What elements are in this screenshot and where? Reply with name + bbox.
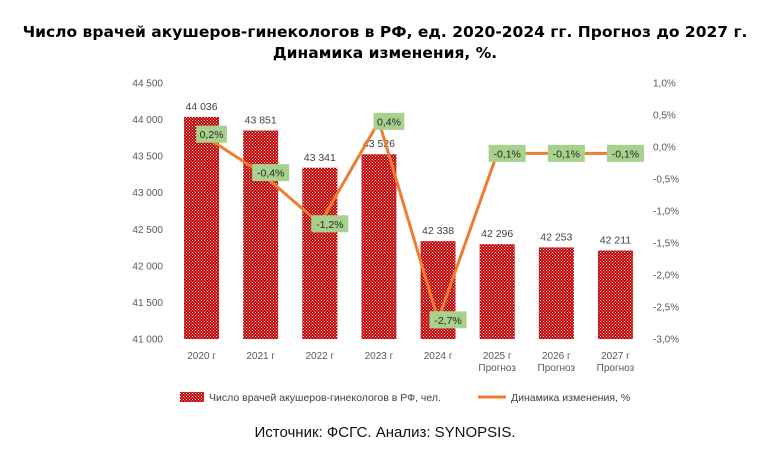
left-tick-label: 43 500 bbox=[132, 152, 163, 163]
line-value-label: 0,4% bbox=[373, 112, 405, 130]
left-tick-label: 44 000 bbox=[132, 115, 163, 126]
right-tick-label: -2,0% bbox=[653, 271, 679, 282]
line-value-label: -0,1% bbox=[547, 144, 585, 162]
bar bbox=[538, 247, 574, 339]
chart-title-line1: Число врачей акушеров-гинекологов в РФ, … bbox=[22, 23, 748, 41]
legend-label-line: Динамика изменения, % bbox=[511, 392, 630, 404]
bar-value-label: 42 338 bbox=[422, 225, 454, 237]
right-tick-label: -3,0% bbox=[653, 335, 679, 346]
line-label-box bbox=[196, 125, 227, 143]
x-tick-label: 2023 г bbox=[365, 351, 394, 362]
line-label-text: 0,2% bbox=[200, 129, 224, 141]
bar bbox=[361, 154, 397, 339]
bar-value-label: 44 036 bbox=[186, 101, 218, 113]
line-label-box bbox=[311, 215, 349, 233]
x-tick-label: 2027 г bbox=[601, 351, 630, 362]
left-tick-label: 44 500 bbox=[132, 79, 163, 90]
legend-swatch-bars bbox=[180, 392, 204, 402]
line-value-label: 0,2% bbox=[196, 125, 227, 143]
legend: Число врачей акушеров-гинекологов в РФ, … bbox=[180, 392, 630, 404]
x-tick-label: 2020 г bbox=[187, 351, 216, 362]
line-value-label: -0,4% bbox=[252, 164, 290, 182]
x-tick-label: Прогноз bbox=[538, 363, 576, 374]
line-series bbox=[200, 119, 616, 322]
x-tick-label: Прогноз bbox=[597, 363, 635, 374]
line-label-box bbox=[547, 144, 585, 162]
line-label-text: -0,1% bbox=[493, 148, 520, 160]
chart-title-line2: Динамика изменения, %. bbox=[272, 44, 498, 62]
x-tick-label: 2024 г bbox=[424, 351, 453, 362]
line-label-text: -1,2% bbox=[316, 219, 343, 231]
right-tick-label: -1,0% bbox=[653, 207, 679, 218]
right-tick-label: -1,5% bbox=[653, 239, 679, 250]
line-label-text: -0,1% bbox=[612, 148, 639, 160]
x-tick-label: 2026 г bbox=[542, 351, 571, 362]
right-axis: -3,0% -2,5% -2,0% -1,5% -1,0% -0,5% 0,0% 0,5% 1,… bbox=[653, 79, 679, 346]
x-tick-label: 2021 г bbox=[246, 351, 275, 362]
x-tick-label: Прогноз bbox=[478, 363, 516, 374]
line-value-label: -0,1% bbox=[488, 144, 526, 162]
line-label-box bbox=[373, 112, 405, 130]
line-value-label: -1,2% bbox=[311, 215, 349, 233]
right-tick-label: -0,5% bbox=[653, 175, 679, 186]
bar bbox=[184, 116, 220, 339]
x-tick-label: 2022 г bbox=[305, 351, 334, 362]
left-tick-label: 41 500 bbox=[132, 298, 163, 309]
bar-value-label: 42 211 bbox=[600, 234, 631, 246]
bar-series bbox=[184, 116, 633, 339]
line-label-text: -0,4% bbox=[257, 168, 284, 180]
bar bbox=[243, 130, 279, 339]
source-note: Источник: ФСГС. Анализ: SYNOPSIS. bbox=[254, 424, 516, 441]
left-tick-label: 42 000 bbox=[132, 261, 163, 272]
line-label-text: 0,4% bbox=[377, 116, 401, 128]
line-label-box bbox=[429, 311, 467, 329]
bar-value-label: 43 851 bbox=[245, 114, 277, 126]
chart-canvas: 41 000 41 500 42 000 42 500 43 000 43 500 44 0… bbox=[132, 79, 679, 405]
bar bbox=[597, 250, 633, 339]
bar-value-label: 42 296 bbox=[481, 228, 513, 240]
bar-value-label: 42 253 bbox=[540, 231, 572, 243]
line-label-box bbox=[488, 144, 526, 162]
line-value-label: -0,1% bbox=[606, 144, 644, 162]
x-tick-label: 2025 г bbox=[483, 351, 512, 362]
left-tick-label: 43 000 bbox=[132, 188, 163, 199]
chart-title: Число врачей акушеров-гинекологов в РФ, … bbox=[0, 22, 770, 64]
line-value-labels: 0,2% -0,4% -1,2% 0,4% -2,7% -0,1% -0,1% -0,1% bbox=[196, 112, 644, 329]
line-label-box bbox=[252, 164, 290, 182]
line-label-box bbox=[606, 144, 644, 162]
left-axis: 41 000 41 500 42 000 42 500 43 000 43 500 44 0… bbox=[132, 79, 163, 346]
line-value-label: -2,7% bbox=[429, 311, 467, 329]
left-tick-label: 41 000 bbox=[132, 335, 163, 346]
legend-label-bars: Число врачей акушеров-гинекологов в РФ, … bbox=[209, 392, 441, 404]
left-tick-label: 42 500 bbox=[132, 225, 163, 236]
line-label-text: -2,7% bbox=[434, 315, 461, 327]
x-axis-labels: 2020 г 2021 г 2022 г 2023 г 2024 г 2025 гПрог… bbox=[187, 351, 634, 374]
right-tick-label: 1,0% bbox=[653, 79, 676, 90]
right-tick-label: -2,5% bbox=[653, 303, 679, 314]
bar-value-label: 43 341 bbox=[304, 152, 336, 164]
bar bbox=[302, 167, 338, 339]
bar bbox=[479, 244, 515, 339]
right-tick-label: 0,0% bbox=[653, 143, 676, 154]
line-label-text: -0,1% bbox=[553, 148, 580, 160]
right-tick-label: 0,5% bbox=[653, 111, 676, 122]
